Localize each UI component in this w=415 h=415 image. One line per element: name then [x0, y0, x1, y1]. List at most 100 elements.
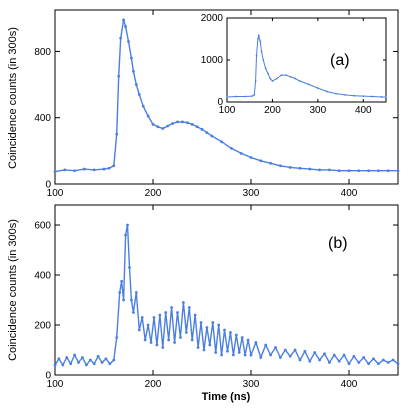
panel-b-data-point [229, 331, 232, 334]
panel-b-data-point [124, 233, 127, 237]
panel-a-data-point [259, 159, 263, 163]
inset-x-tick-label: 300 [310, 105, 327, 116]
panel-b-data-point [100, 361, 104, 364]
panel-b-data-point [190, 338, 194, 342]
panel-a-data-point [166, 124, 170, 128]
panel-a: (a) Coincidence counts (in 300s) 100 200 3… [7, 9, 400, 199]
panel-a-data-point [200, 127, 204, 131]
panel-b-data-point [367, 362, 370, 366]
panel-b-data-point [337, 359, 341, 363]
panel-b-data-point [193, 313, 197, 317]
inset-y-tick-label: 2000 [201, 13, 224, 24]
panel-a-x-tick-label: 400 [341, 188, 358, 199]
inset-data-point [280, 74, 283, 77]
panel-b-series [53, 223, 400, 367]
panel-a-y-tick-label: 400 [34, 113, 51, 124]
panel-b-data-point [146, 323, 150, 327]
panel-b: (b) Coincidence counts (in 300s) 100 200 3… [7, 204, 400, 390]
inset-data-point [251, 95, 253, 98]
inset-x-tick-label: 200 [264, 105, 281, 116]
panel-a-data-point [146, 114, 150, 118]
panel-a-data-point [161, 127, 165, 130]
panel-b-data-point [372, 357, 375, 361]
panel-b-data-point [73, 353, 76, 357]
panel-b-x-tick-label: 100 [47, 379, 64, 390]
inset-y-tick-label: 0 [217, 97, 223, 108]
panel-b-data-point [352, 354, 356, 358]
panel-b-frame [54, 204, 399, 376]
inset-chart: 100 200 300 400 0 1000 2000 [201, 13, 387, 116]
panel-b-data-point [173, 341, 176, 344]
panel-b-data-point [115, 336, 119, 339]
panel-a-data-point [134, 83, 138, 86]
panel-a-x-tick-label: 200 [145, 188, 162, 199]
panel-b-data-point [202, 348, 206, 352]
panel-b-data-point [246, 338, 250, 342]
panel-b-data-point [283, 348, 287, 352]
panel-a-data-point [130, 56, 133, 60]
panel-a-data-point [220, 140, 224, 144]
panel-b-data-point [88, 358, 92, 362]
panel-b-data-point [84, 363, 88, 367]
panel-b-data-point [155, 343, 159, 347]
panel-a-data-point [156, 125, 160, 129]
panel-a-data-point [53, 170, 57, 173]
panel-a-y-axis-title: Coincidence counts (in 300s) [7, 27, 19, 169]
panel-b-data-point [259, 356, 263, 359]
panel-a-data-point [230, 146, 233, 150]
panel-b-data-point [303, 349, 307, 353]
panel-b-data-point [176, 311, 179, 314]
panel-a-data-point [298, 166, 302, 170]
panel-b-data-point [61, 363, 65, 367]
panel-b-x-tick-label: 200 [145, 379, 162, 390]
panel-b-data-point [96, 354, 100, 358]
inset-data-point [254, 80, 257, 82]
panel-a-data-point [127, 40, 130, 43]
inset-data-point [264, 67, 267, 70]
panel-b-data-point [164, 311, 168, 314]
inset-data-point [362, 95, 365, 98]
panel-b-data-point [269, 353, 272, 357]
panel-a-y-tick-label: 0 [45, 180, 51, 191]
panel-b-data-point [57, 357, 61, 361]
panel-a-data-point [318, 168, 321, 172]
panel-b-data-point [158, 313, 162, 317]
panel-a-data-point [279, 164, 282, 168]
panel-b-data-point [386, 361, 390, 364]
panel-b-data-point [120, 279, 124, 283]
inset-series-line [226, 33, 386, 98]
panel-b-data-point [81, 356, 84, 359]
panel-a-data-point [386, 169, 390, 173]
inset-data-point [271, 80, 274, 82]
panel-a-data-point [83, 167, 86, 171]
panel-b-x-tick-label: 300 [243, 379, 260, 390]
panel-b-data-point [357, 361, 361, 364]
panel-b-data-point [196, 346, 200, 349]
panel-b-ticks: 100 200 300 400 0 200 400 600 [34, 205, 398, 390]
x-axis-title: Time (ns) [202, 391, 251, 403]
panel-b-data-point [161, 346, 165, 349]
panel-b-data-point [279, 356, 282, 359]
panel-b-data-point [243, 353, 247, 357]
panel-b-data-point [149, 341, 153, 344]
panel-a-data-point [115, 132, 119, 136]
panel-a-label: (a) [330, 52, 350, 69]
inset-data-point [344, 93, 347, 96]
inset-ticks: 100 200 300 400 0 1000 2000 [201, 13, 386, 116]
inset-x-tick-label: 400 [355, 105, 372, 116]
panel-b-data-point [362, 356, 366, 359]
panel-b-data-point [237, 351, 241, 354]
inset-data-point [262, 59, 265, 61]
panel-b-data-point [130, 298, 133, 302]
inset-data-point [260, 50, 263, 53]
panel-b-data-point [143, 338, 147, 342]
panel-b-data-point [126, 223, 129, 227]
panel-b-data-point [108, 362, 112, 366]
panel-b-data-point [104, 357, 108, 361]
panel-a-series-line [54, 19, 398, 173]
inset-data-point [257, 34, 260, 37]
inset-data-point [294, 77, 297, 80]
panel-b-data-point [211, 321, 215, 324]
panel-a-data-point [171, 122, 175, 125]
panel-b-data-point [112, 358, 116, 362]
